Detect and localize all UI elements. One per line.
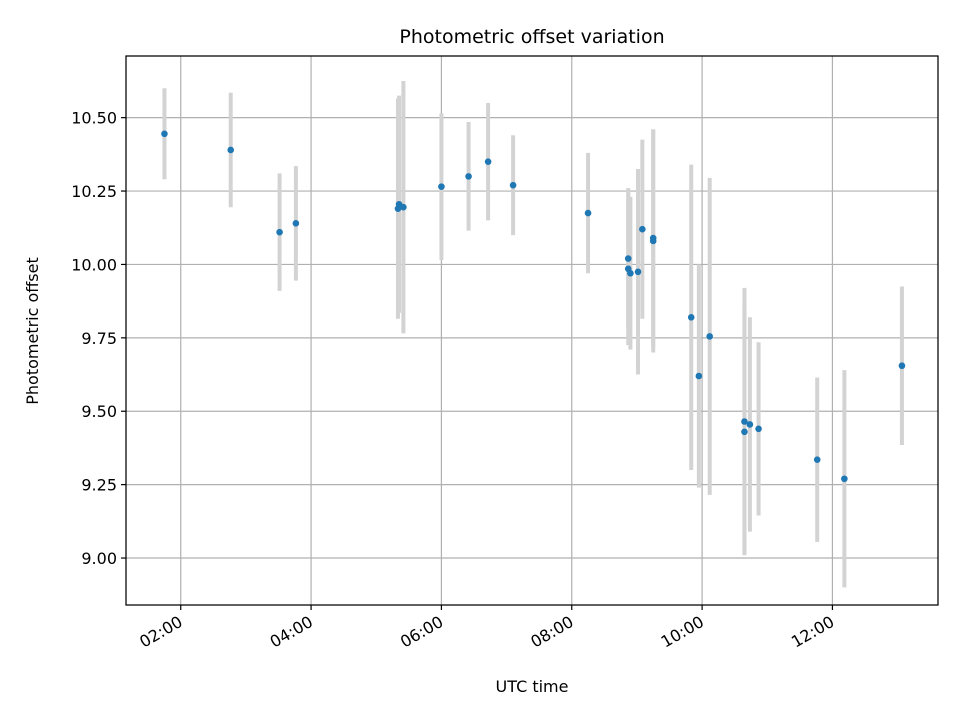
data-points [161,130,906,483]
y-tick-label: 9.00 [81,549,117,568]
data-point [746,421,754,428]
chart-title: Photometric offset variation [399,26,664,48]
data-point [706,333,713,340]
data-point [627,269,634,277]
data-point [639,225,646,233]
data-point [649,237,657,245]
data-point [624,255,632,262]
data-point [813,456,821,463]
y-axis: 9.00 9.25 9.50 9.75 10.00 10.25 10.50 [71,109,126,568]
x-axis-label: UTC time [496,677,569,696]
y-tick-label: 10.50 [71,109,117,128]
data-point [484,158,492,165]
data-point [465,173,472,180]
y-tick-label: 9.50 [81,402,117,421]
y-tick-label: 9.25 [81,476,117,495]
data-point [741,418,748,425]
data-point [161,130,168,138]
y-axis-label: Photometric offset [23,257,42,405]
data-point [687,313,695,321]
y-tick-label: 9.75 [81,329,117,348]
data-point [276,228,283,236]
data-point [755,425,762,433]
y-tick-label: 10.25 [71,182,117,201]
y-tick-label: 10.00 [71,255,117,274]
data-point [741,428,748,436]
data-point [898,362,906,370]
data-point [292,220,300,227]
data-point [634,268,642,276]
data-point [584,209,592,217]
data-point [509,181,517,189]
grid [126,56,938,605]
plot-frame [125,55,939,606]
data-point [695,372,703,380]
data-point [227,146,235,154]
data-point [400,203,407,211]
data-point [438,183,445,190]
data-point [841,475,848,483]
